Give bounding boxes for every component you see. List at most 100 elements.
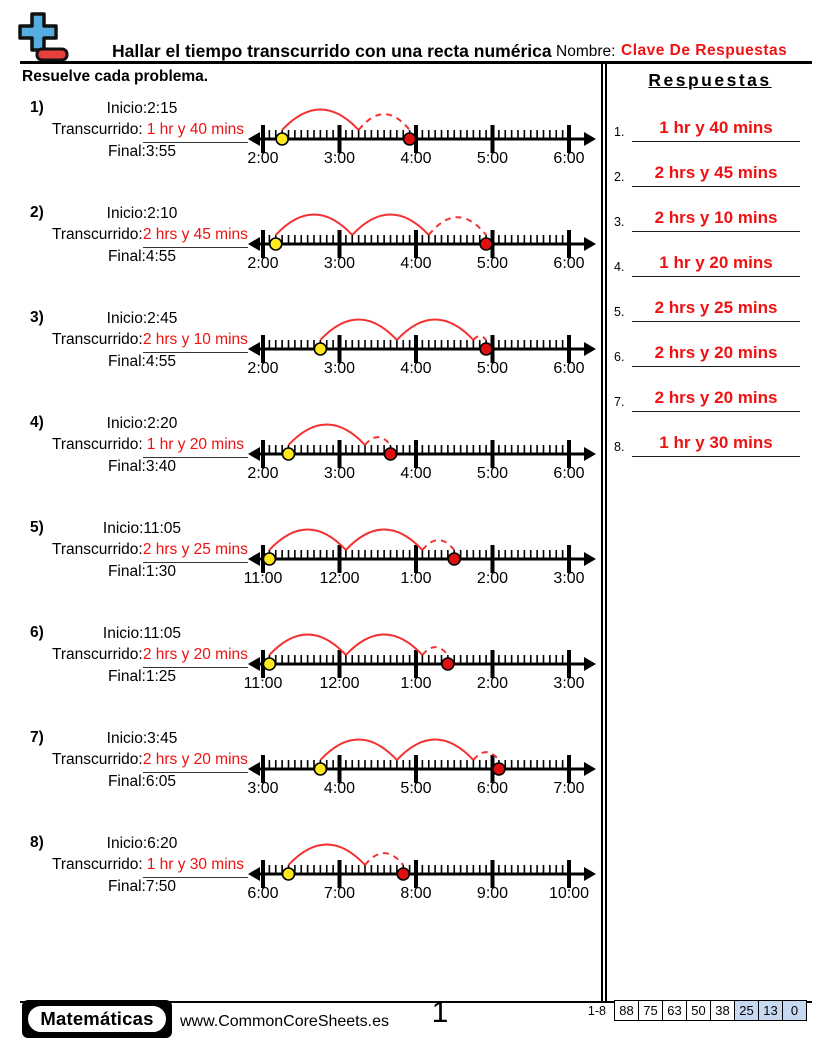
hour-label: 7:00: [324, 885, 355, 902]
minute-tick: [472, 235, 475, 244]
answers-title: Respuestas: [648, 70, 772, 90]
transcurrido-label: Transcurrido:: [52, 226, 143, 243]
minute-tick: [313, 340, 315, 349]
start-dot: [281, 447, 296, 461]
minute-tick: [504, 235, 507, 244]
end-dot: [402, 132, 417, 146]
minute-tick: [517, 445, 519, 454]
answer-key-badge: Clave De Respuestas: [621, 42, 788, 59]
score-table: 88 75 63 50 38 25 13 0: [614, 1000, 807, 1021]
minute-tick: [364, 235, 366, 244]
hour-label: 1:00: [400, 675, 431, 692]
minute-tick: [370, 865, 373, 874]
minute-tick: [383, 550, 385, 559]
answer-number: 1.: [614, 125, 625, 139]
score-cell: 88: [619, 1003, 634, 1018]
minute-tick: [434, 130, 436, 139]
minute-tick: [281, 235, 283, 244]
minute-tick: [529, 655, 532, 664]
problem-text: Inicio:2:15 Transcurrido: 1 hr y 40 mins…: [36, 98, 248, 163]
timeline-svg: 2:00 3:00 4:00 5:00 6:00: [247, 213, 596, 272]
elapsed-arc-dashed: [421, 646, 449, 656]
transcurrido-row: Transcurrido: 1 hr y 20 mins: [36, 434, 248, 458]
number-line: 6:00 7:00 8:00 9:00 10:00: [246, 834, 598, 902]
final-text: Final:6:05: [107, 773, 177, 790]
minute-tick: [453, 445, 456, 454]
instructions-text: Resuelve cada problema.: [22, 68, 209, 85]
minute-tick: [294, 445, 296, 454]
hour-label: 2:00: [247, 465, 278, 482]
hour-tick: [337, 755, 342, 783]
axis-arrow-right-icon: [584, 552, 596, 566]
minute-tick: [319, 865, 322, 874]
transcurrido-label: Transcurrido:: [52, 856, 143, 873]
nombre-label: Nombre:: [556, 43, 616, 60]
minute-tick: [396, 340, 398, 349]
hour-tick: [337, 860, 342, 888]
minute-tick: [504, 865, 507, 874]
minute-tick: [517, 130, 519, 139]
timeline-svg: 2:00 3:00 4:00 5:00 6:00: [247, 423, 596, 482]
minute-tick: [549, 130, 551, 139]
answer-number: 3.: [614, 215, 625, 229]
hour-tick: [567, 440, 571, 468]
timeline-svg: 3:00 4:00 5:00 6:00 7:00: [247, 738, 596, 797]
minute-tick: [561, 340, 564, 349]
minute-tick: [357, 130, 360, 139]
minute-tick: [300, 760, 303, 769]
minute-tick: [268, 340, 271, 349]
minute-tick: [345, 760, 347, 769]
minute-tick: [504, 550, 507, 559]
minute-tick: [319, 445, 322, 454]
minute-tick: [504, 445, 507, 454]
elapsed-arc-dashed: [472, 335, 487, 341]
minute-tick: [370, 445, 373, 454]
minute-tick: [294, 130, 296, 139]
minute-tick: [549, 340, 551, 349]
minute-tick: [536, 655, 538, 664]
minute-tick: [370, 130, 373, 139]
timeline-svg: 11:00 12:00 1:00 2:00 3:00: [244, 633, 596, 692]
plus-minus-logo-icon: [18, 12, 69, 62]
minute-tick: [402, 760, 405, 769]
minute-tick: [421, 340, 424, 349]
hour-label: 11:00: [244, 570, 283, 587]
minute-tick: [313, 130, 315, 139]
minute-tick: [319, 235, 322, 244]
elapsed-arc-solid: [268, 633, 347, 656]
score-cell: 0: [782, 1001, 806, 1020]
minute-tick: [332, 445, 334, 454]
hour-tick: [261, 755, 265, 783]
minute-tick: [555, 760, 558, 769]
minute-tick: [287, 340, 290, 349]
final-text: Final:4:55: [107, 248, 177, 265]
axis-arrow-left-icon: [248, 552, 260, 566]
site-url: www.CommonCoreSheets.es: [180, 1013, 389, 1030]
minute-tick: [536, 550, 538, 559]
minute-tick: [427, 550, 430, 559]
score-range-label: 1-8: [587, 1004, 606, 1018]
minute-tick: [281, 340, 283, 349]
minute-tick: [421, 445, 424, 454]
minute-tick: [421, 130, 424, 139]
hour-label: 5:00: [477, 465, 508, 482]
transcurrido-answer: 2 hrs y 45 mins: [142, 224, 248, 248]
minute-tick: [351, 445, 354, 454]
minute-tick: [313, 235, 315, 244]
minute-tick: [383, 130, 385, 139]
minute-tick: [447, 235, 449, 244]
minute-tick: [542, 655, 545, 664]
minute-tick: [268, 865, 271, 874]
problem-block: 7) Inicio:3:45 Transcurrido: 2 hrs y 20 …: [0, 725, 604, 830]
hour-tick: [490, 545, 495, 573]
minute-tick: [313, 655, 315, 664]
minute-tick: [427, 445, 430, 454]
minute-tick: [529, 445, 532, 454]
minute-tick: [434, 340, 436, 349]
elapsed-arc-solid: [287, 423, 366, 446]
minute-tick: [294, 655, 296, 664]
minute-tick: [300, 130, 303, 139]
minute-tick: [549, 235, 551, 244]
minute-tick: [389, 130, 392, 139]
minute-tick: [561, 550, 564, 559]
